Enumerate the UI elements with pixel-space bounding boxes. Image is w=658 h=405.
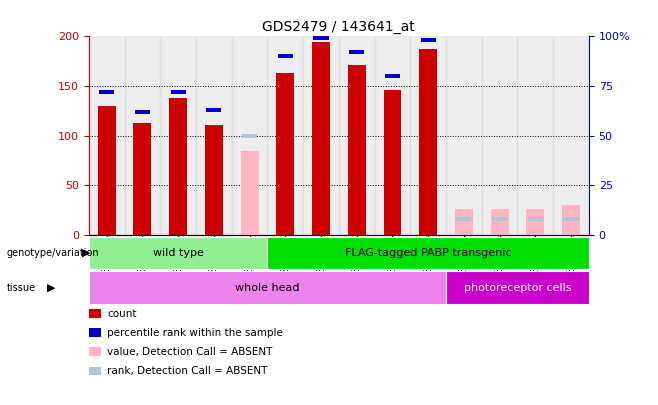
Bar xyxy=(411,36,446,235)
Bar xyxy=(242,134,257,138)
Bar xyxy=(232,36,267,235)
Bar xyxy=(491,209,509,235)
Text: tissue: tissue xyxy=(7,283,36,292)
Bar xyxy=(241,151,259,235)
Text: FLAG-tagged PABP transgenic: FLAG-tagged PABP transgenic xyxy=(345,248,511,258)
Text: whole head: whole head xyxy=(235,283,299,292)
Text: genotype/variation: genotype/variation xyxy=(7,248,99,258)
Bar xyxy=(456,217,472,221)
Bar xyxy=(446,36,482,235)
Bar xyxy=(161,36,196,235)
Text: wild type: wild type xyxy=(153,248,203,258)
Bar xyxy=(553,36,589,235)
Bar xyxy=(339,36,374,235)
Text: photoreceptor cells: photoreceptor cells xyxy=(464,283,571,292)
Bar xyxy=(455,209,473,235)
Bar xyxy=(420,38,436,43)
Bar xyxy=(267,36,303,235)
Bar xyxy=(98,106,116,235)
Bar xyxy=(374,36,411,235)
Bar xyxy=(312,43,330,235)
Text: value, Detection Call = ABSENT: value, Detection Call = ABSENT xyxy=(107,347,272,357)
Bar xyxy=(348,65,366,235)
Bar xyxy=(313,36,328,40)
Bar xyxy=(267,237,589,269)
Bar xyxy=(276,73,294,235)
Bar xyxy=(384,90,401,235)
Title: GDS2479 / 143641_at: GDS2479 / 143641_at xyxy=(263,20,415,34)
Bar xyxy=(528,217,543,221)
Text: count: count xyxy=(107,309,137,319)
Bar xyxy=(124,36,161,235)
Bar xyxy=(170,90,186,94)
Bar xyxy=(99,90,114,94)
Bar xyxy=(303,36,339,235)
Bar xyxy=(89,36,124,235)
Text: ▶: ▶ xyxy=(47,283,55,292)
Bar xyxy=(563,217,578,221)
Bar xyxy=(89,237,267,269)
Bar xyxy=(205,125,223,235)
Text: rank, Detection Call = ABSENT: rank, Detection Call = ABSENT xyxy=(107,366,268,376)
Bar xyxy=(206,108,222,112)
Bar xyxy=(385,74,400,78)
Bar xyxy=(517,36,553,235)
Bar xyxy=(278,54,293,58)
Bar xyxy=(196,36,232,235)
Text: percentile rank within the sample: percentile rank within the sample xyxy=(107,328,283,338)
Bar xyxy=(446,271,589,304)
Bar xyxy=(482,36,517,235)
Bar xyxy=(135,110,150,114)
Bar xyxy=(134,123,151,235)
Bar xyxy=(526,209,544,235)
Text: ▶: ▶ xyxy=(82,248,91,258)
Bar xyxy=(492,217,507,221)
Bar xyxy=(562,205,580,235)
Bar xyxy=(419,49,437,235)
Bar xyxy=(349,50,365,54)
Bar xyxy=(169,98,187,235)
Bar xyxy=(89,271,446,304)
